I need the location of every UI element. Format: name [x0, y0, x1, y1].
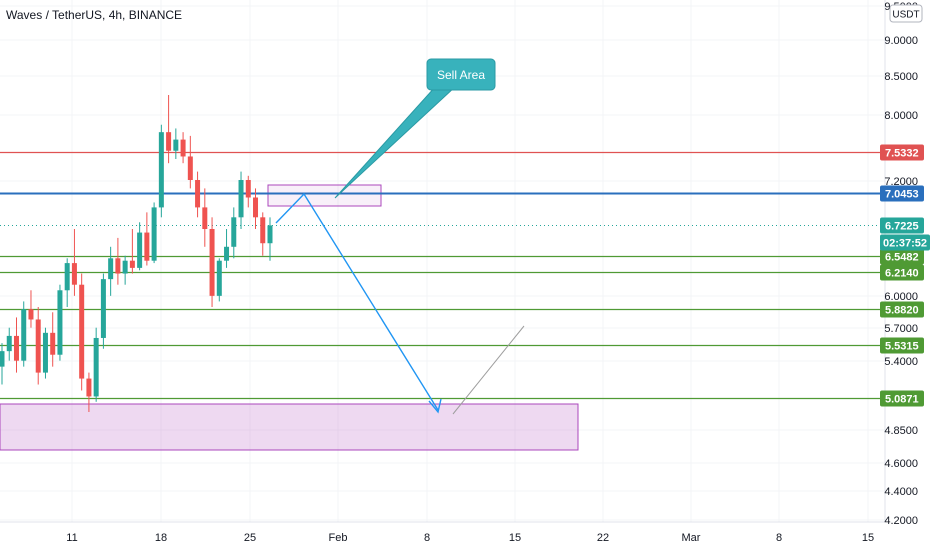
candle [224, 229, 230, 268]
candle [253, 188, 259, 230]
price-tag: 5.5315 [880, 337, 924, 354]
candle [115, 237, 121, 285]
candle [202, 188, 208, 247]
buy-zone-rect[interactable] [0, 403, 579, 451]
price-tick-label: 9.0000 [884, 35, 918, 47]
arrow-head-icon [428, 398, 442, 414]
price-tick-label: 5.4000 [884, 356, 918, 368]
candle [231, 207, 237, 259]
time-tick-label: 8 [424, 532, 430, 544]
price-levels [0, 151, 885, 400]
price-tag-label: 5.8820 [885, 305, 919, 317]
candle [245, 175, 251, 208]
candle [137, 222, 143, 271]
price-tag-label: 6.5482 [885, 252, 919, 264]
candle [13, 317, 19, 373]
price-tags: 7.5332 7.0453 6.5482 6.2140 5.8820 5.5315 5.08… [880, 144, 930, 407]
candle [173, 128, 179, 159]
candle [21, 301, 27, 367]
time-tick-label: 22 [597, 532, 609, 544]
price-tick-label: 6.0000 [884, 291, 918, 303]
candle [79, 273, 85, 391]
candle [0, 343, 5, 385]
price-tick-label: 7.2000 [884, 176, 918, 188]
currency-badge-label: USDT [892, 10, 919, 21]
time-tick-label: 8 [776, 532, 782, 544]
price-tag: 6.2140 [880, 264, 924, 281]
time-tick-label: 18 [155, 532, 167, 544]
candle [42, 327, 48, 379]
trend-line[interactable] [452, 325, 525, 415]
candle [151, 202, 157, 264]
candle [260, 212, 266, 256]
price-tick-label: 4.4000 [884, 486, 918, 498]
price-tag: 6.5482 [880, 248, 924, 265]
candle [57, 284, 63, 361]
candle [35, 306, 41, 385]
zones [0, 184, 579, 451]
price-tick-label: 4.6000 [884, 458, 918, 470]
candle [144, 212, 150, 266]
candle [180, 132, 186, 164]
price-tag: 5.0871 [880, 390, 924, 407]
price-tag-label: 7.5332 [885, 148, 919, 160]
candles [0, 95, 273, 412]
candle [216, 258, 222, 302]
price-tick-label: 8.0000 [884, 110, 918, 122]
price-tag-label: 6.2140 [885, 268, 919, 280]
current-price-label: 6.7225 [885, 221, 919, 233]
candle [86, 372, 92, 412]
drawings: Sell Area [275, 58, 525, 415]
candle [28, 290, 34, 328]
candle [129, 229, 135, 274]
candle [93, 327, 99, 402]
chart-title: Waves / TetherUS, 4h, BINANCE [6, 8, 182, 22]
candle [64, 258, 70, 307]
price-tag-label: 5.5315 [885, 341, 919, 353]
candle [195, 171, 201, 218]
time-tick-label: Mar [682, 532, 701, 544]
candle [158, 124, 164, 218]
candle [209, 217, 215, 307]
time-axis[interactable]: 11 18 25 Feb 8 15 22 Mar 8 15 [66, 532, 874, 544]
callout-label: Sell Area [437, 68, 485, 82]
price-tick-label: 4.2000 [884, 515, 918, 527]
price-tick-label: 5.7000 [884, 323, 918, 335]
candle [100, 273, 106, 349]
candle [267, 217, 273, 261]
projection-path[interactable] [275, 192, 439, 411]
sell-area-rect[interactable] [267, 184, 382, 207]
grid [0, 0, 885, 522]
candle [6, 327, 12, 361]
time-tick-label: 25 [244, 532, 256, 544]
countdown-label: 02:37:52 [883, 238, 927, 250]
candle [166, 95, 172, 164]
price-tag-label: 7.0453 [885, 189, 919, 201]
time-tick-label: 11 [66, 532, 77, 544]
candle [50, 312, 56, 367]
candle [187, 135, 193, 189]
time-tick-label: 15 [509, 532, 521, 544]
candle [108, 246, 114, 296]
price-tick-label: 8.5000 [884, 71, 918, 83]
currency-badge[interactable]: USDT [889, 4, 923, 23]
price-tag: 5.8820 [880, 301, 924, 318]
current-price-tag: 6.7225 [880, 217, 924, 234]
sell-area-callout[interactable]: Sell Area [334, 58, 496, 199]
price-tick-label: 4.8500 [884, 425, 918, 437]
price-tag-label: 5.0871 [885, 394, 919, 406]
price-tag: 7.5332 [880, 144, 924, 161]
time-tick-label: Feb [329, 532, 348, 544]
time-tick-label: 15 [862, 532, 874, 544]
candle [238, 171, 244, 230]
price-tag: 7.0453 [880, 185, 924, 202]
countdown-tag: 02:37:52 [880, 234, 930, 251]
candle [122, 255, 128, 285]
candle [71, 229, 77, 296]
